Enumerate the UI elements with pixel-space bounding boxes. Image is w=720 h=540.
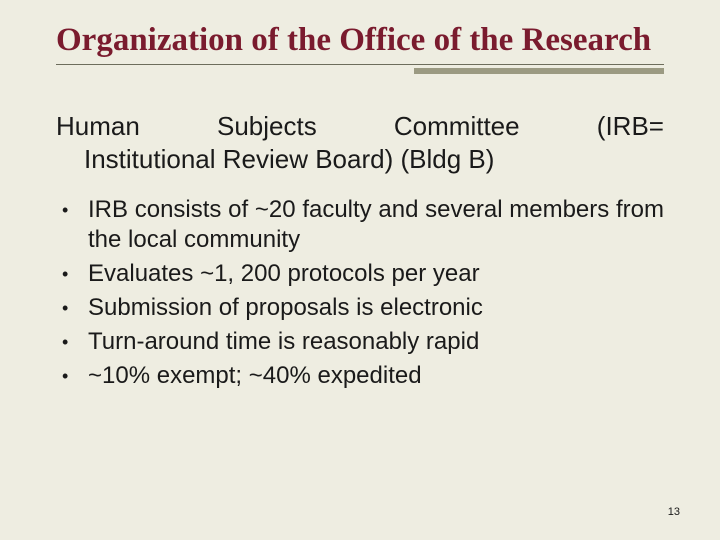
bullet-item: • ~10% exempt; ~40% expedited bbox=[62, 361, 664, 391]
slide-title: Organization of the Office of the Resear… bbox=[56, 22, 664, 58]
subheading-line1: Human Subjects Committee (IRB= bbox=[56, 110, 664, 143]
divider-thick bbox=[414, 68, 664, 74]
bullet-marker-icon: • bbox=[62, 361, 88, 391]
subheading: Human Subjects Committee (IRB= Instituti… bbox=[56, 110, 664, 175]
bullet-text: Turn-around time is reasonably rapid bbox=[88, 327, 664, 357]
bullet-marker-icon: • bbox=[62, 327, 88, 357]
divider-thin bbox=[56, 64, 664, 65]
bullet-list: • IRB consists of ~20 faculty and severa… bbox=[56, 195, 664, 391]
subheading-word: Human bbox=[56, 110, 140, 143]
bullet-text: IRB consists of ~20 faculty and several … bbox=[88, 195, 664, 255]
bullet-item: • Evaluates ~1, 200 protocols per year bbox=[62, 259, 664, 289]
bullet-marker-icon: • bbox=[62, 259, 88, 289]
bullet-text: ~10% exempt; ~40% expedited bbox=[88, 361, 664, 391]
subheading-line2: Institutional Review Board) (Bldg B) bbox=[56, 143, 664, 176]
bullet-text: Evaluates ~1, 200 protocols per year bbox=[88, 259, 664, 289]
bullet-text: Submission of proposals is electronic bbox=[88, 293, 664, 323]
bullet-item: • IRB consists of ~20 faculty and severa… bbox=[62, 195, 664, 255]
bullet-marker-icon: • bbox=[62, 293, 88, 323]
bullet-marker-icon: • bbox=[62, 195, 88, 255]
subheading-word: Subjects bbox=[217, 110, 317, 143]
subheading-word: Committee bbox=[394, 110, 520, 143]
slide-container: Organization of the Office of the Resear… bbox=[0, 0, 720, 540]
page-number: 13 bbox=[668, 506, 680, 518]
subheading-word: (IRB= bbox=[597, 110, 664, 143]
bullet-item: • Submission of proposals is electronic bbox=[62, 293, 664, 323]
divider bbox=[56, 64, 664, 76]
bullet-item: • Turn-around time is reasonably rapid bbox=[62, 327, 664, 357]
